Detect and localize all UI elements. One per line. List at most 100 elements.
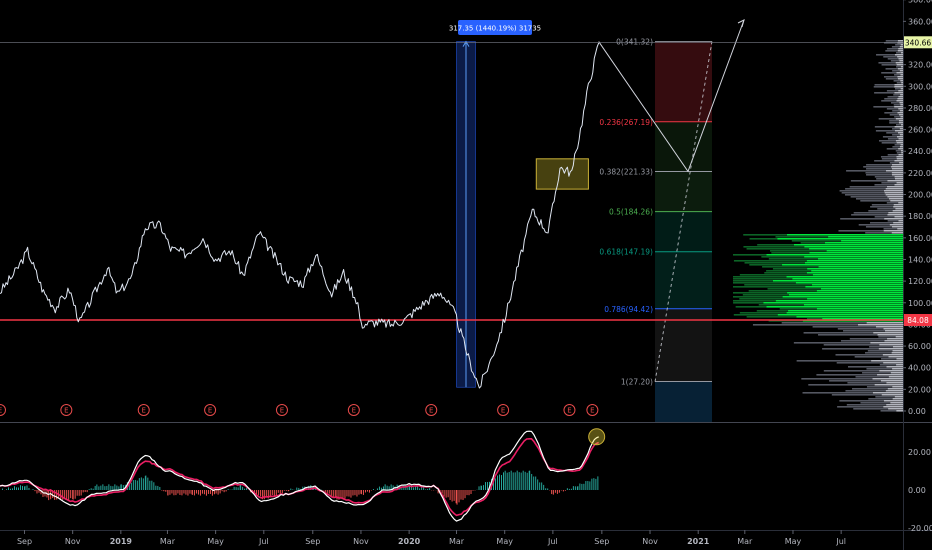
earnings-marker [204,404,217,416]
profile-bar-core [896,136,903,138]
osc-histogram-bar [54,490,56,500]
profile-bar-core [888,376,903,378]
osc-histogram-bar [382,486,384,490]
y-tick-label: 380.00 [908,0,932,5]
fibonacci-retracement[interactable]: 0(341.32)0.236(267.19)0.382(221.33)0.5(1… [599,38,712,422]
y-tick-label: 360.00 [908,17,932,26]
osc-histogram-bar [185,490,187,495]
profile-bar [873,86,895,88]
profile-bar-core [883,328,903,330]
profile-bar [878,62,896,64]
profile-bar [886,108,899,110]
y-tick-label: 160.00 [908,234,932,243]
osc-histogram-bar [437,490,439,494]
x-tick-label: 2021 [687,537,710,546]
osc-histogram-bar [292,489,294,490]
profile-bar-core [892,350,903,352]
osc-histogram-bar [464,490,466,499]
profile-bar [875,396,895,398]
fib-zone-extension [655,381,712,422]
osc-histogram-bar [587,481,589,490]
osc-histogram-bar [296,487,298,490]
profile-bar [749,264,783,266]
profile-bar [854,356,889,358]
profile-bar [800,242,825,244]
profile-bar-core [894,178,903,180]
y-tick-label: 20.00 [908,385,931,394]
osc-histogram-bar [34,490,36,492]
osc-histogram-bar [244,488,246,490]
profile-bar-core [896,100,903,102]
measure-tool[interactable]: 317.35 (1440.19%) 31735 [449,20,541,388]
profile-bar-core [782,264,903,266]
profile-bar-core [899,146,903,148]
osc-histogram-bar [40,490,42,495]
osc-histogram-bar [554,490,556,493]
profile-bar-core [885,330,903,332]
earnings-marker [137,404,150,416]
profile-bar [894,74,901,76]
osc-histogram-bar [455,490,457,504]
osc-histogram-bar [106,485,108,490]
profile-bar [733,302,764,304]
earnings-marker [586,404,599,416]
profile-bar [733,280,773,282]
profile-bar [733,314,778,316]
earnings-marker-label: E [0,407,2,415]
profile-bar-core [900,104,903,106]
profile-bar [892,134,900,136]
osc-histogram-bar [227,488,229,490]
profile-bar [865,226,892,228]
profile-bar-core [895,208,903,210]
profile-bar-core [866,322,903,324]
profile-bar-core [887,388,903,390]
price-series [0,42,600,389]
profile-bar [894,88,901,90]
osc-histogram-bar [462,490,464,500]
x-tick-label: Sep [17,537,32,546]
profile-bar [806,318,823,320]
profile-bar-core [898,58,903,60]
osc-histogram-bar [265,490,267,498]
osc-histogram-bar [466,490,468,496]
profile-bar-core [775,300,903,302]
osc-histogram-bar [256,490,258,496]
profile-bar-core [898,120,903,122]
profile-bar-core [896,158,903,160]
profile-bar [836,362,884,364]
osc-histogram-bar [179,490,181,495]
profile-bar-core [883,362,903,364]
price-projection[interactable] [0,19,903,382]
profile-bar-core [873,332,903,334]
osc-histogram-bar [495,478,497,490]
osc-histogram-bar [12,488,13,490]
osc-histogram-bar [122,485,124,490]
osc-histogram-bar [481,485,483,490]
osc-histogram-bar [211,490,213,496]
osc-histogram-bar [233,486,235,490]
osc-histogram-bar [142,478,144,490]
profile-bar-core [897,132,903,134]
osc-histogram-bar [415,486,417,490]
profile-bar-core [897,40,903,42]
profile-bar [812,326,876,328]
profile-bar [847,366,887,368]
profile-bar-core [887,196,903,198]
earnings-marker-label: E [590,407,594,415]
profile-bar [845,390,886,392]
profile-bar [885,68,898,70]
profile-bar-core [763,302,903,304]
earnings-markers[interactable]: EEEEEEEEEE [0,404,599,416]
fib-level-label: 0.236(267.19) [599,118,653,127]
profile-bar [772,268,808,270]
osc-histogram-bar [334,490,336,498]
profile-bar-core [899,128,903,130]
profile-bar-core [893,206,903,208]
profile-bar [791,240,842,242]
oscillator-panel [0,428,606,522]
osc-histogram-bar [18,487,19,490]
osc-histogram-bar [568,488,570,490]
x-tick-label: Jul [547,537,558,546]
osc-histogram-bar [269,490,271,498]
